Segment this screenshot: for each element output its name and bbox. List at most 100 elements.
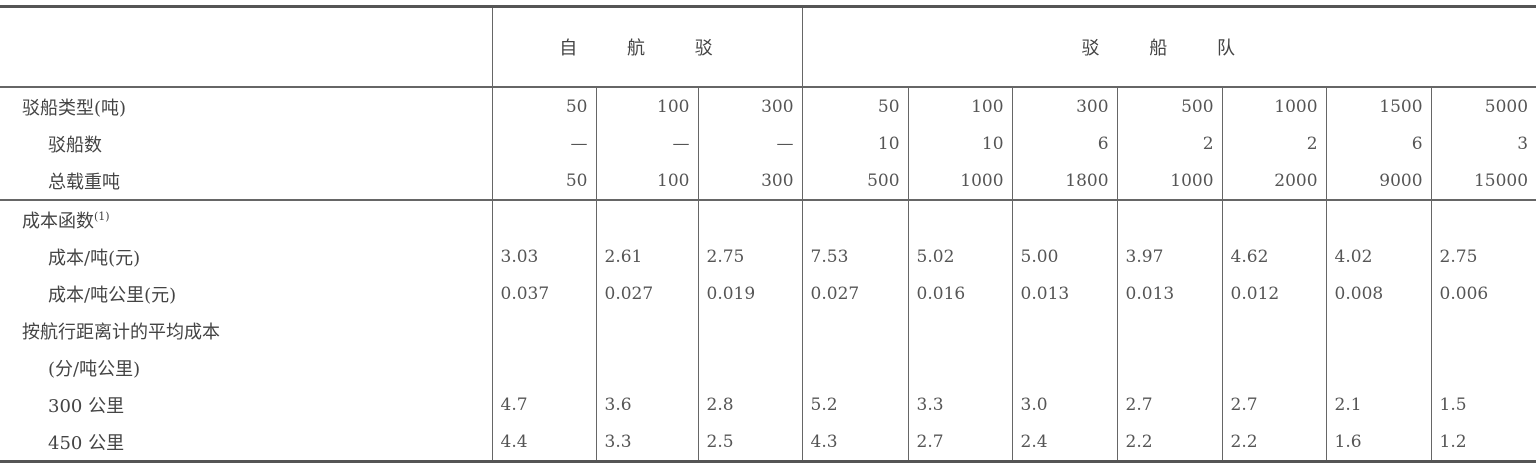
table-cell: —	[595, 125, 698, 162]
table-row: 驳船数 — — —10 10 6 2 2 6 3	[0, 125, 1536, 162]
table-cell: 0.019	[697, 275, 803, 312]
table-cell	[491, 349, 596, 386]
table-cell: 1500	[1325, 87, 1432, 125]
table-cell	[801, 200, 909, 238]
table-cell: 2	[1221, 125, 1327, 162]
table-cell: 2000	[1221, 162, 1327, 201]
table-cell: 3.03	[491, 238, 596, 275]
table-cell: 1000	[907, 162, 1013, 201]
row-label: 成本/吨公里(元)	[0, 275, 492, 312]
table-cell	[1011, 200, 1118, 238]
table-body: 驳船类型(吨) 50 100 300 50 100 300 500 1000 1500 5000 驳船…	[0, 87, 1536, 463]
table-cell	[1116, 349, 1223, 386]
table-cell: 0.013	[1011, 275, 1118, 312]
table-cell	[907, 200, 1013, 238]
table-row: 驳船类型(吨) 50 100 300 50 100 300 500 1000 1500 5000	[0, 87, 1536, 125]
table-cell	[1116, 200, 1223, 238]
table-cell: 5.00	[1011, 238, 1118, 275]
table-cell: 1.2	[1430, 423, 1536, 463]
table-cell	[491, 312, 596, 349]
table-cell: 5.2	[801, 386, 909, 423]
table-cell: 300	[697, 162, 803, 201]
row-label: 成本/吨(元)	[0, 238, 492, 275]
table-cell	[595, 312, 698, 349]
table-cell: 0.013	[1116, 275, 1223, 312]
table-cell: 0.027	[595, 275, 698, 312]
table-cell: 0.016	[907, 275, 1013, 312]
row-label: 驳船类型(吨)	[0, 87, 492, 125]
table-cell: 4.3	[801, 423, 909, 463]
row-label-text: 成本/吨(元)	[48, 247, 141, 269]
table-row: (分/吨公里)	[0, 349, 1536, 386]
table-cell: 4.4	[491, 423, 596, 463]
table-cell	[491, 200, 596, 238]
table-cell: 5.02	[907, 238, 1013, 275]
table-cell: 0.027	[801, 275, 909, 312]
table-cell: 100	[595, 162, 698, 201]
header-self-propelled: 自 航 驳	[491, 6, 803, 88]
table-cell: 1800	[1011, 162, 1118, 201]
row-label-text: 驳船数	[48, 134, 102, 156]
table-cell: —	[697, 125, 803, 162]
row-label-text: 成本函数	[22, 210, 94, 232]
header-barge-fleet: 驳 船 队	[801, 6, 1536, 88]
table-cell: 2.4	[1011, 423, 1118, 463]
table-cell	[801, 312, 909, 349]
table-cell	[1430, 349, 1536, 386]
table-cell: 1.5	[1430, 386, 1536, 423]
row-label-text: 450 公里	[48, 432, 125, 454]
table-cell: 4.62	[1221, 238, 1327, 275]
table-cell: 3.0	[1011, 386, 1118, 423]
table-cell: 6	[1325, 125, 1432, 162]
table-cell: 5000	[1430, 87, 1536, 125]
table-cell: 50	[491, 87, 596, 125]
table-cell	[907, 312, 1013, 349]
table-cell: 2.7	[1116, 386, 1223, 423]
table-cell	[697, 312, 803, 349]
table-cell: 50	[491, 162, 596, 201]
table-cell: 7.53	[801, 238, 909, 275]
table-row: 300 公里 4.7 3.6 2.8 5.2 3.3 3.0 2.7 2.7 2.1 1.5	[0, 386, 1536, 423]
table-cell	[595, 200, 698, 238]
table-cell: 3.6	[595, 386, 698, 423]
table-cell	[1116, 312, 1223, 349]
table-cell	[1430, 312, 1536, 349]
table-cell: 3.3	[595, 423, 698, 463]
table-cell: 1000	[1221, 87, 1327, 125]
table-row: 总载重吨 50 100 300 500 1000 1800 1000 2000 9000 15000	[0, 162, 1536, 201]
table-cell: 6	[1011, 125, 1118, 162]
table-cell	[1221, 312, 1327, 349]
table-row: 成本/吨公里(元) 0.037 0.027 0.019 0.027 0.016 0.013 0…	[0, 275, 1536, 312]
table-cell: 0.008	[1325, 275, 1432, 312]
table-cell: 0.006	[1430, 275, 1536, 312]
row-label-text: 按航行距离计的平均成本	[22, 321, 220, 343]
table-cell: 2.75	[697, 238, 803, 275]
table-cell: 100	[907, 87, 1013, 125]
table-cell: 2.1	[1325, 386, 1432, 423]
header-row: 自 航 驳 驳 船 队	[0, 6, 1536, 88]
table-cell: —	[491, 125, 596, 162]
table-cell	[697, 200, 803, 238]
table-cell	[1325, 349, 1432, 386]
row-label: 按航行距离计的平均成本	[0, 312, 492, 349]
table-cell: 2.2	[1221, 423, 1327, 463]
table-cell: 1000	[1116, 162, 1223, 201]
table-cell	[1430, 200, 1536, 238]
table-cell: 4.02	[1325, 238, 1432, 275]
table-cell: 1.6	[1325, 423, 1432, 463]
row-label-text: 总载重吨	[48, 171, 120, 193]
table-cell: 2.8	[697, 386, 803, 423]
table-cell: 2.7	[907, 423, 1013, 463]
table-cell	[907, 349, 1013, 386]
table-cell: 4.7	[491, 386, 596, 423]
table-cell	[595, 349, 698, 386]
table-row: 成本/吨(元) 3.03 2.61 2.75 7.53 5.02 5.00 3.97 4.62 4…	[0, 238, 1536, 275]
table-cell	[1011, 349, 1118, 386]
table-row: 450 公里 4.4 3.3 2.5 4.3 2.7 2.4 2.2 2.2 1.6 1.2	[0, 423, 1536, 463]
table-cell: 2.7	[1221, 386, 1327, 423]
table-cell	[801, 349, 909, 386]
table-cell: 0.012	[1221, 275, 1327, 312]
table-cell: 3.3	[907, 386, 1013, 423]
header-blank	[0, 6, 492, 88]
table-cell: 3.97	[1116, 238, 1223, 275]
